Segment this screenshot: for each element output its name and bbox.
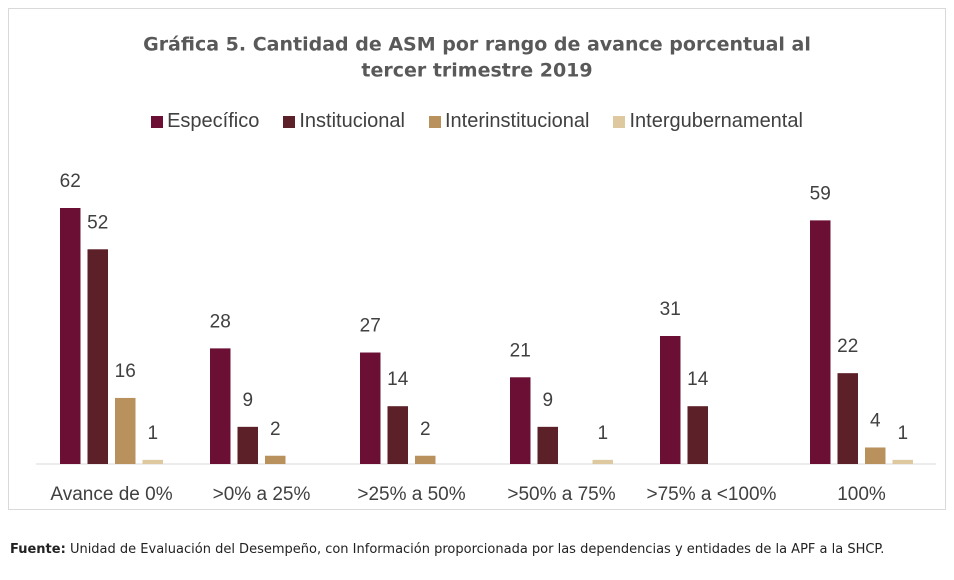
data-label: 1 [147,423,158,444]
legend-item: Intergubernamental [613,110,803,133]
chart-title: Gráfica 5. Cantidad de ASM por rango de … [143,34,811,56]
x-tick-label: Avance de 0% [50,484,172,505]
legend-swatch [428,115,441,128]
legend-item: Específico [151,110,259,133]
bar [892,459,913,464]
legend: Específico Institucional Interinstituciona… [0,110,954,133]
x-tick-label: >50% a 75% [507,484,615,505]
data-label: 9 [542,390,553,411]
legend-item: Institucional [283,110,405,133]
bar [210,348,231,464]
legend-label: Específico [167,110,260,132]
data-label: 2 [270,419,281,440]
legend-swatch [151,115,164,128]
x-tick-label: >25% a 50% [357,484,465,505]
data-label: 21 [510,340,531,361]
data-label: 4 [870,410,881,431]
legend-label: Institucional [299,110,405,132]
bar [592,459,613,464]
data-label: 1 [897,423,908,444]
legend-label: Interinstitucional [444,110,590,132]
data-label: 14 [387,369,409,390]
source-text: Unidad de Evaluación del Desempeño, con … [69,542,885,557]
legend-swatch [283,115,296,128]
x-tick-label: 100% [837,484,886,505]
bar [265,455,286,464]
data-label: 59 [810,183,831,204]
bar [537,426,558,464]
data-label: 2 [420,419,431,440]
data-label: 14 [687,369,709,390]
data-label: 1 [597,423,608,444]
bar [415,455,436,464]
source-label: Fuente: [10,542,66,557]
legend-label: Intergubernamental [629,110,803,132]
legend-item: Interinstitucional [428,110,590,133]
bar [142,459,163,464]
chart-title: tercer trimestre 2019 [361,60,592,82]
data-label: 27 [360,316,381,337]
chart-frame [8,8,946,510]
data-label: 28 [210,311,231,332]
bar [237,426,258,464]
bar [510,377,531,464]
data-label: 31 [660,299,681,320]
data-label: 52 [87,212,108,233]
bar [865,447,886,464]
bar [837,373,858,464]
bar [360,352,381,464]
x-tick-label: >0% a 25% [213,484,311,505]
x-tick-label: >75% a <100% [647,484,777,505]
data-label: 22 [837,336,858,357]
source-note: Fuente: Unidad de Evaluación del Desempe… [10,541,945,558]
bar [60,208,81,464]
bar [87,249,108,464]
bar [660,336,681,464]
data-label: 62 [60,171,81,192]
bar [687,406,708,464]
legend-swatch [613,115,626,128]
bar [387,406,408,464]
data-label: 16 [115,361,136,382]
bar [115,397,136,464]
data-label: 9 [242,390,253,411]
chart: Gráfica 5. Cantidad de ASM por rango de … [36,34,936,505]
bar [810,220,831,464]
